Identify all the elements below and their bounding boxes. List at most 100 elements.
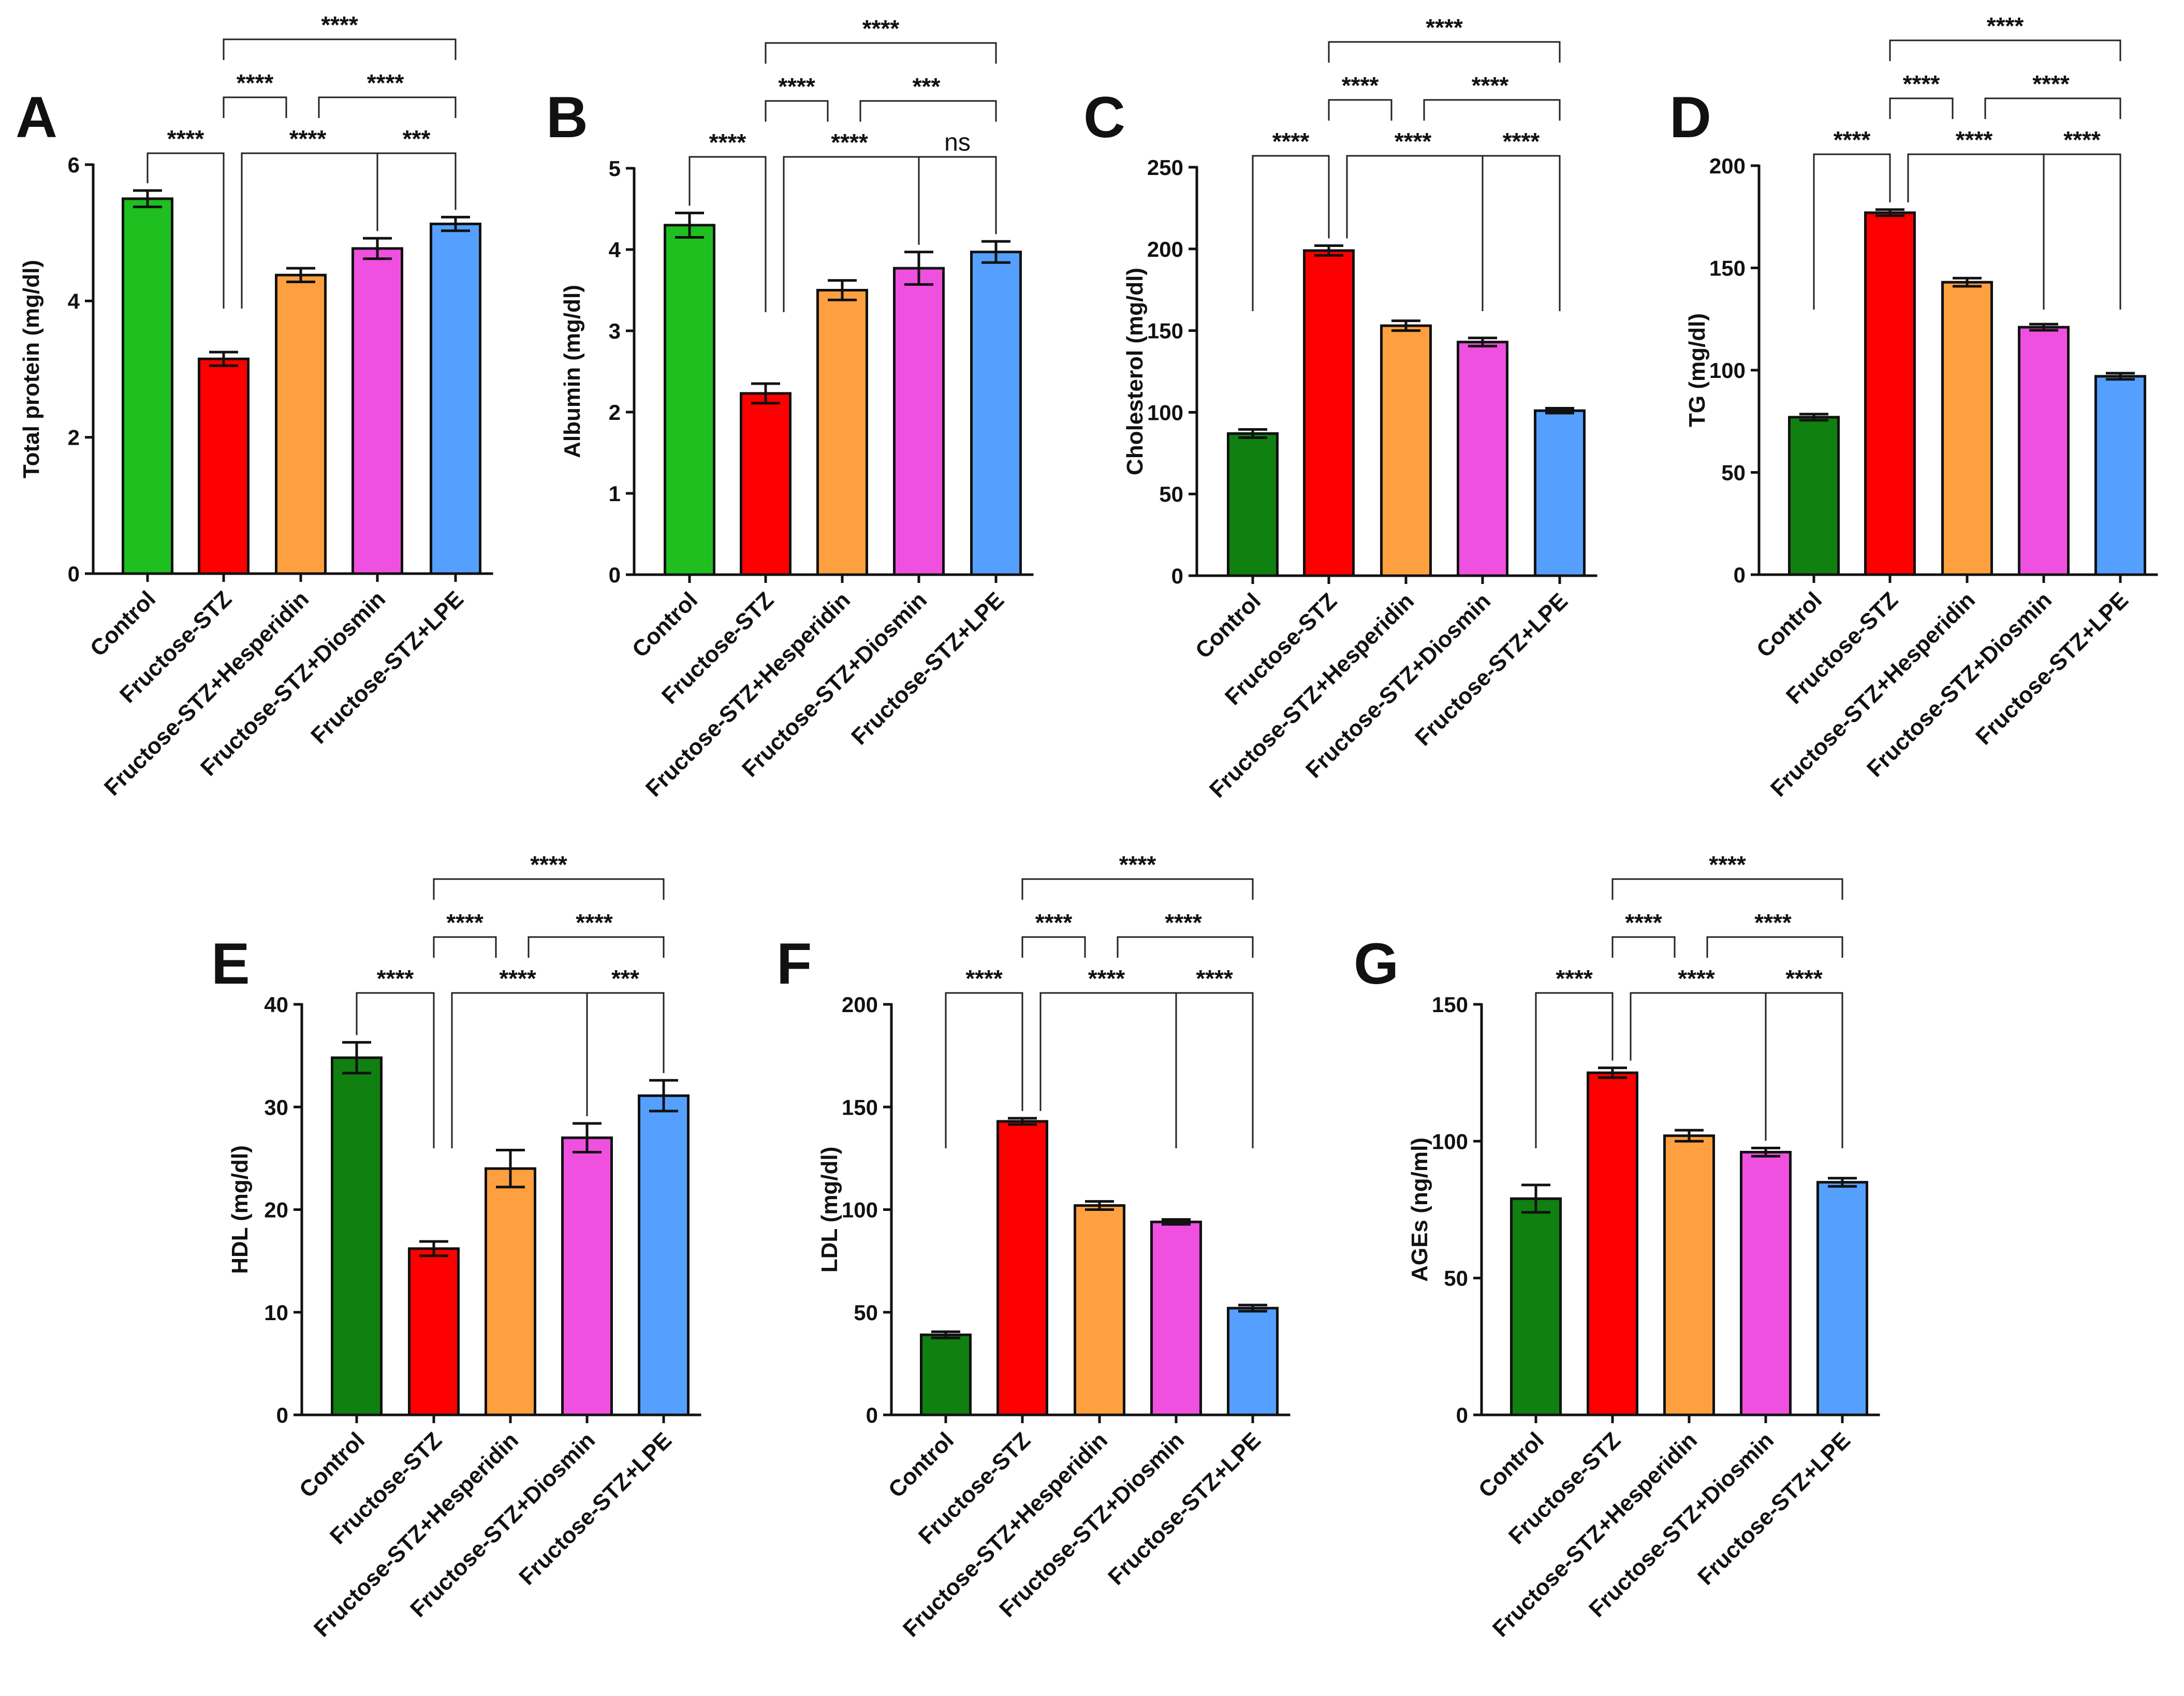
- y-tick-label: 100: [1147, 400, 1183, 425]
- significance-label: ****: [1472, 72, 1509, 99]
- significance-bracket: [859, 100, 997, 122]
- bar-stz: [1587, 1071, 1638, 1416]
- significance-label: ****: [2063, 126, 2101, 153]
- y-tick-label: 150: [1147, 319, 1183, 343]
- y-tick-label: 0: [609, 563, 621, 587]
- y-tick-label: 50: [1159, 482, 1183, 506]
- x-category-label: Control: [295, 1427, 370, 1502]
- y-tick-label: 150: [1432, 992, 1468, 1017]
- significance-bracket: [765, 100, 829, 122]
- error-bar: [1799, 413, 1828, 422]
- bar-diosmin: [1457, 341, 1508, 577]
- significance-bracket: [223, 38, 457, 60]
- bar-hesperidin: [1074, 1204, 1125, 1416]
- significance-label: ****: [499, 965, 536, 992]
- bar-diosmin: [1740, 1150, 1792, 1416]
- significance-label: ns: [944, 129, 971, 156]
- y-axis-title: Albumin (mg/dl): [560, 285, 585, 458]
- bar-lpe: [970, 251, 1022, 576]
- y-tick-label: 5: [609, 156, 621, 181]
- significance-bracket: [1889, 97, 1954, 119]
- significance-label: ****: [862, 15, 900, 42]
- bar-diosmin: [893, 267, 945, 576]
- bar-control: [1227, 432, 1279, 577]
- significance-label: ****: [1903, 70, 1940, 97]
- panel-letter: C: [1083, 85, 1125, 150]
- significance-bracket: [451, 992, 588, 1148]
- y-tick-label: 2: [68, 426, 80, 450]
- significance-bracket: [1889, 39, 2121, 61]
- significance-label: ****: [1754, 909, 1792, 936]
- error-bar: [1953, 276, 1982, 288]
- error-bar: [419, 1240, 448, 1258]
- significance-label: ****: [1395, 128, 1432, 155]
- significance-label: ***: [403, 125, 431, 152]
- significance-label: ****: [1709, 851, 1746, 878]
- error-bar: [1008, 1117, 1037, 1126]
- error-bar: [209, 350, 238, 367]
- significance-label: ****: [1088, 965, 1125, 992]
- panel-d: D TG (mg/dl) 0 50 100 150 200 Control Fructose-S…: [1669, 12, 2158, 802]
- significance-label: ****: [1834, 126, 1871, 153]
- error-bar: [931, 1330, 960, 1339]
- error-bar: [1875, 208, 1904, 217]
- significance-label: ****: [1196, 965, 1233, 992]
- y-tick-label: 150: [1709, 256, 1746, 281]
- significance-label: ****: [367, 69, 404, 96]
- significance-label: ****: [289, 125, 327, 152]
- significance-label: ****: [831, 129, 868, 156]
- bar-lpe: [1816, 1181, 1868, 1416]
- y-axis-title: AGEs (ng/ml): [1407, 1137, 1432, 1282]
- y-axis-title: TG (mg/dl): [1684, 313, 1710, 427]
- significance-bracket: [433, 936, 497, 958]
- significance-bracket: [1482, 155, 1561, 311]
- significance-label: ****: [321, 11, 358, 38]
- bar-stz: [740, 392, 791, 576]
- bar-control: [920, 1333, 972, 1416]
- panel-f: F LDL (mg/dl) 0 50 100 150 200 Control Fructose-…: [776, 851, 1291, 1642]
- significance-label: ****: [167, 125, 204, 152]
- panel-e: E HDL (mg/dl) 0 10 20 30 40 Control Fructose-STZ…: [211, 851, 701, 1642]
- significance-label: ****: [1785, 965, 1823, 992]
- significance-label: ****: [1119, 851, 1156, 878]
- significance-bracket: [1611, 878, 1843, 900]
- y-tick-label: 100: [842, 1198, 878, 1222]
- y-tick-label: 0: [1171, 564, 1183, 588]
- bar-diosmin: [351, 247, 403, 575]
- bar-stz: [1303, 249, 1355, 577]
- y-tick-label: 4: [68, 289, 80, 313]
- bar-lpe: [2094, 375, 2146, 576]
- y-tick-label: 0: [1456, 1403, 1468, 1427]
- bar-control: [1510, 1197, 1562, 1416]
- bar-lpe: [1534, 409, 1586, 577]
- error-bar: [441, 215, 470, 232]
- panel-letter: B: [546, 85, 588, 150]
- bar-control: [1788, 416, 1840, 576]
- x-category-label: Fructose-STZ+LPE: [306, 586, 468, 749]
- bar-stz: [996, 1120, 1048, 1416]
- y-tick-label: 3: [609, 319, 621, 343]
- panel-c: C Cholesterol (mg/dl) 0 50 100 150 200 250 Contr…: [1083, 14, 1597, 803]
- significance-label: ****: [1165, 909, 1202, 936]
- x-category-label: Control: [1191, 588, 1266, 663]
- y-tick-label: 200: [1147, 237, 1183, 261]
- error-bar: [133, 189, 162, 209]
- y-tick-label: 4: [609, 238, 621, 262]
- bar-hesperidin: [485, 1167, 536, 1416]
- error-bar: [2106, 372, 2135, 381]
- significance-bracket: [1328, 41, 1561, 63]
- significance-label: ****: [1987, 12, 2024, 39]
- error-bar: [649, 1079, 678, 1113]
- x-category-label: Fructose-STZ+LPE: [1410, 588, 1573, 751]
- significance-label: ****: [446, 909, 483, 936]
- significance-label: ****: [1956, 126, 1993, 153]
- significance-bracket: [1328, 99, 1393, 121]
- significance-bracket: [945, 992, 1023, 1148]
- y-tick-label: 10: [264, 1300, 288, 1325]
- significance-bracket: [918, 156, 997, 245]
- y-tick-label: 2: [609, 400, 621, 425]
- significance-bracket: [1346, 155, 1484, 311]
- x-category-label: Control: [1752, 587, 1827, 662]
- panel-a: A Total protein (mg/dl) 0 2 4 6 Control Fructos…: [16, 11, 493, 801]
